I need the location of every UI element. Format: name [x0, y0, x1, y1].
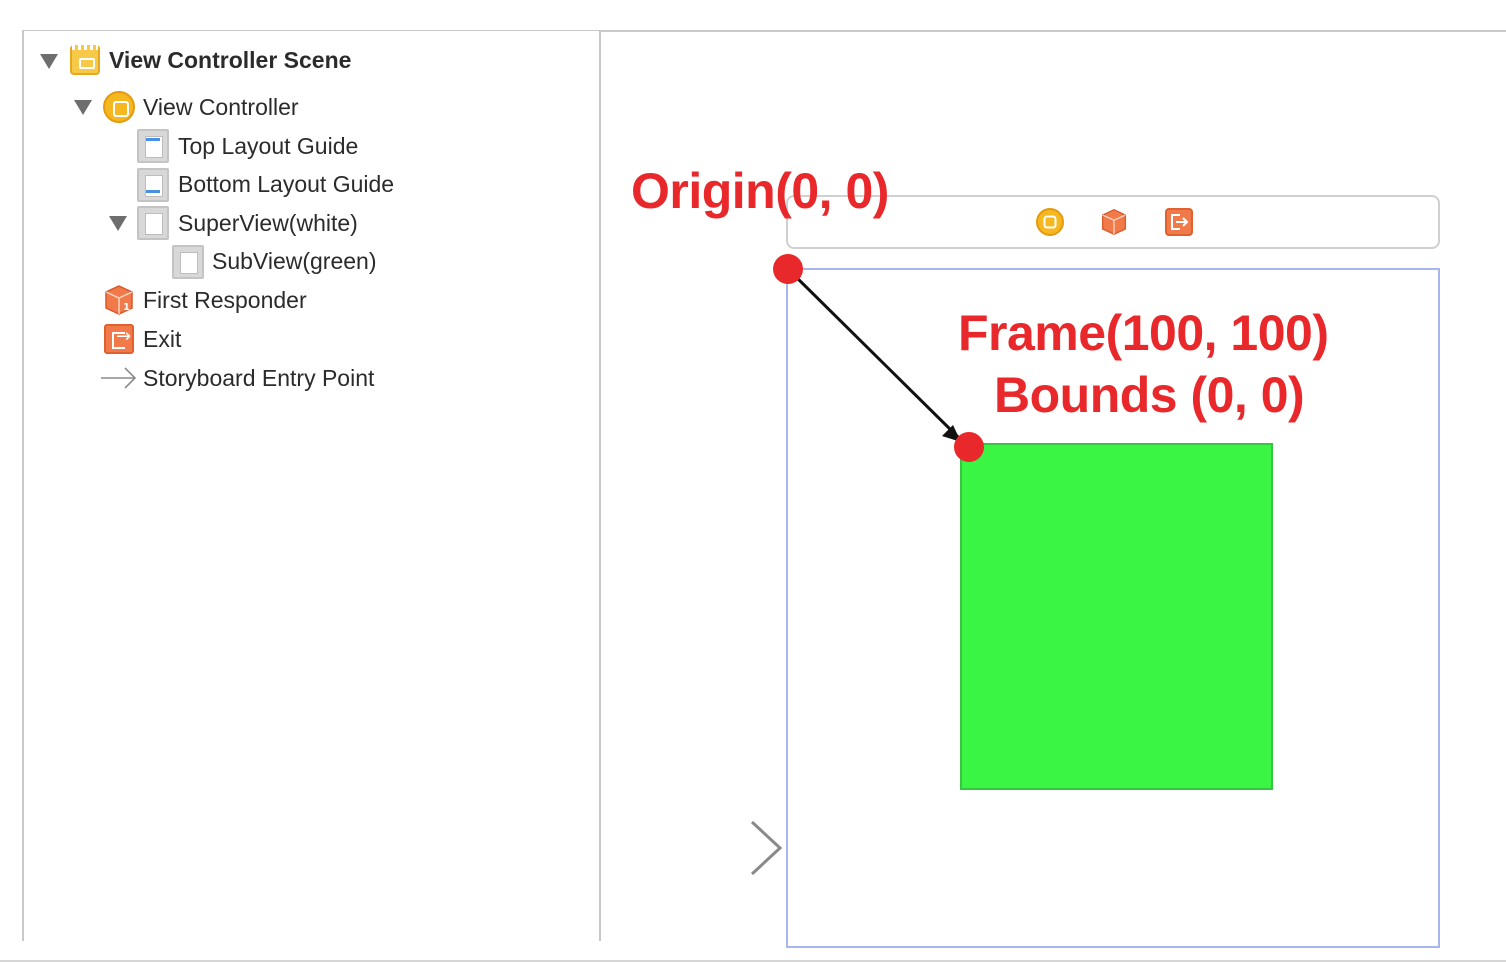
view-controller-icon: [103, 91, 135, 123]
bottom-divider: [0, 960, 1506, 962]
outline-item-label: SubView(green): [212, 247, 377, 274]
outline-item-label: SuperView(white): [178, 209, 358, 236]
document-outline-panel: [22, 31, 601, 941]
disclosure-triangle-superview[interactable]: [109, 216, 127, 231]
origin-annotation: Origin(0, 0): [631, 163, 889, 219]
outline-item-exit[interactable]: Exit: [143, 321, 181, 357]
outline-item-label: Exit: [143, 325, 182, 352]
svg-text:1: 1: [123, 302, 130, 313]
view-controller-icon[interactable]: [1035, 207, 1065, 237]
outline-item-top-layout-guide[interactable]: Top Layout Guide: [178, 128, 358, 164]
outline-item-superview[interactable]: SuperView(white): [178, 205, 358, 241]
top-divider: [22, 30, 1506, 32]
layout-guide-icon: [137, 168, 169, 202]
first-responder-icon: 1: [105, 285, 133, 315]
outline-item-view-controller-scene[interactable]: View Controller Scene: [109, 42, 351, 78]
first-responder-icon[interactable]: [1100, 207, 1128, 237]
outline-item-label: First Responder: [143, 286, 307, 313]
outline-item-subview[interactable]: SubView(green): [212, 243, 377, 279]
exit-icon[interactable]: [1165, 208, 1193, 236]
scene-icon: [70, 45, 100, 75]
entry-arrow-icon: [101, 367, 137, 389]
outline-item-bottom-layout-guide[interactable]: Bottom Layout Guide: [178, 166, 394, 202]
outline-item-view-controller[interactable]: View Controller: [143, 89, 299, 125]
outline-item-label: Bottom Layout Guide: [178, 170, 395, 197]
exit-icon: [104, 324, 134, 354]
outline-item-label: View Controller Scene: [109, 46, 352, 73]
layout-guide-icon: [137, 129, 169, 163]
frame-annotation: Frame(100, 100): [958, 305, 1329, 361]
subview-green[interactable]: [960, 443, 1273, 790]
disclosure-triangle-view-controller[interactable]: [74, 100, 92, 115]
outline-item-first-responder[interactable]: First Responder: [143, 282, 307, 318]
bounds-annotation: Bounds (0, 0): [994, 367, 1305, 423]
view-icon: [137, 206, 169, 240]
outline-item-label: Top Layout Guide: [178, 132, 359, 159]
view-icon: [172, 245, 204, 279]
disclosure-triangle-scene[interactable]: [40, 54, 58, 69]
outline-item-storyboard-entry-point[interactable]: Storyboard Entry Point: [143, 360, 374, 396]
outline-item-label: View Controller: [143, 93, 299, 120]
outline-item-label: Storyboard Entry Point: [143, 364, 375, 391]
